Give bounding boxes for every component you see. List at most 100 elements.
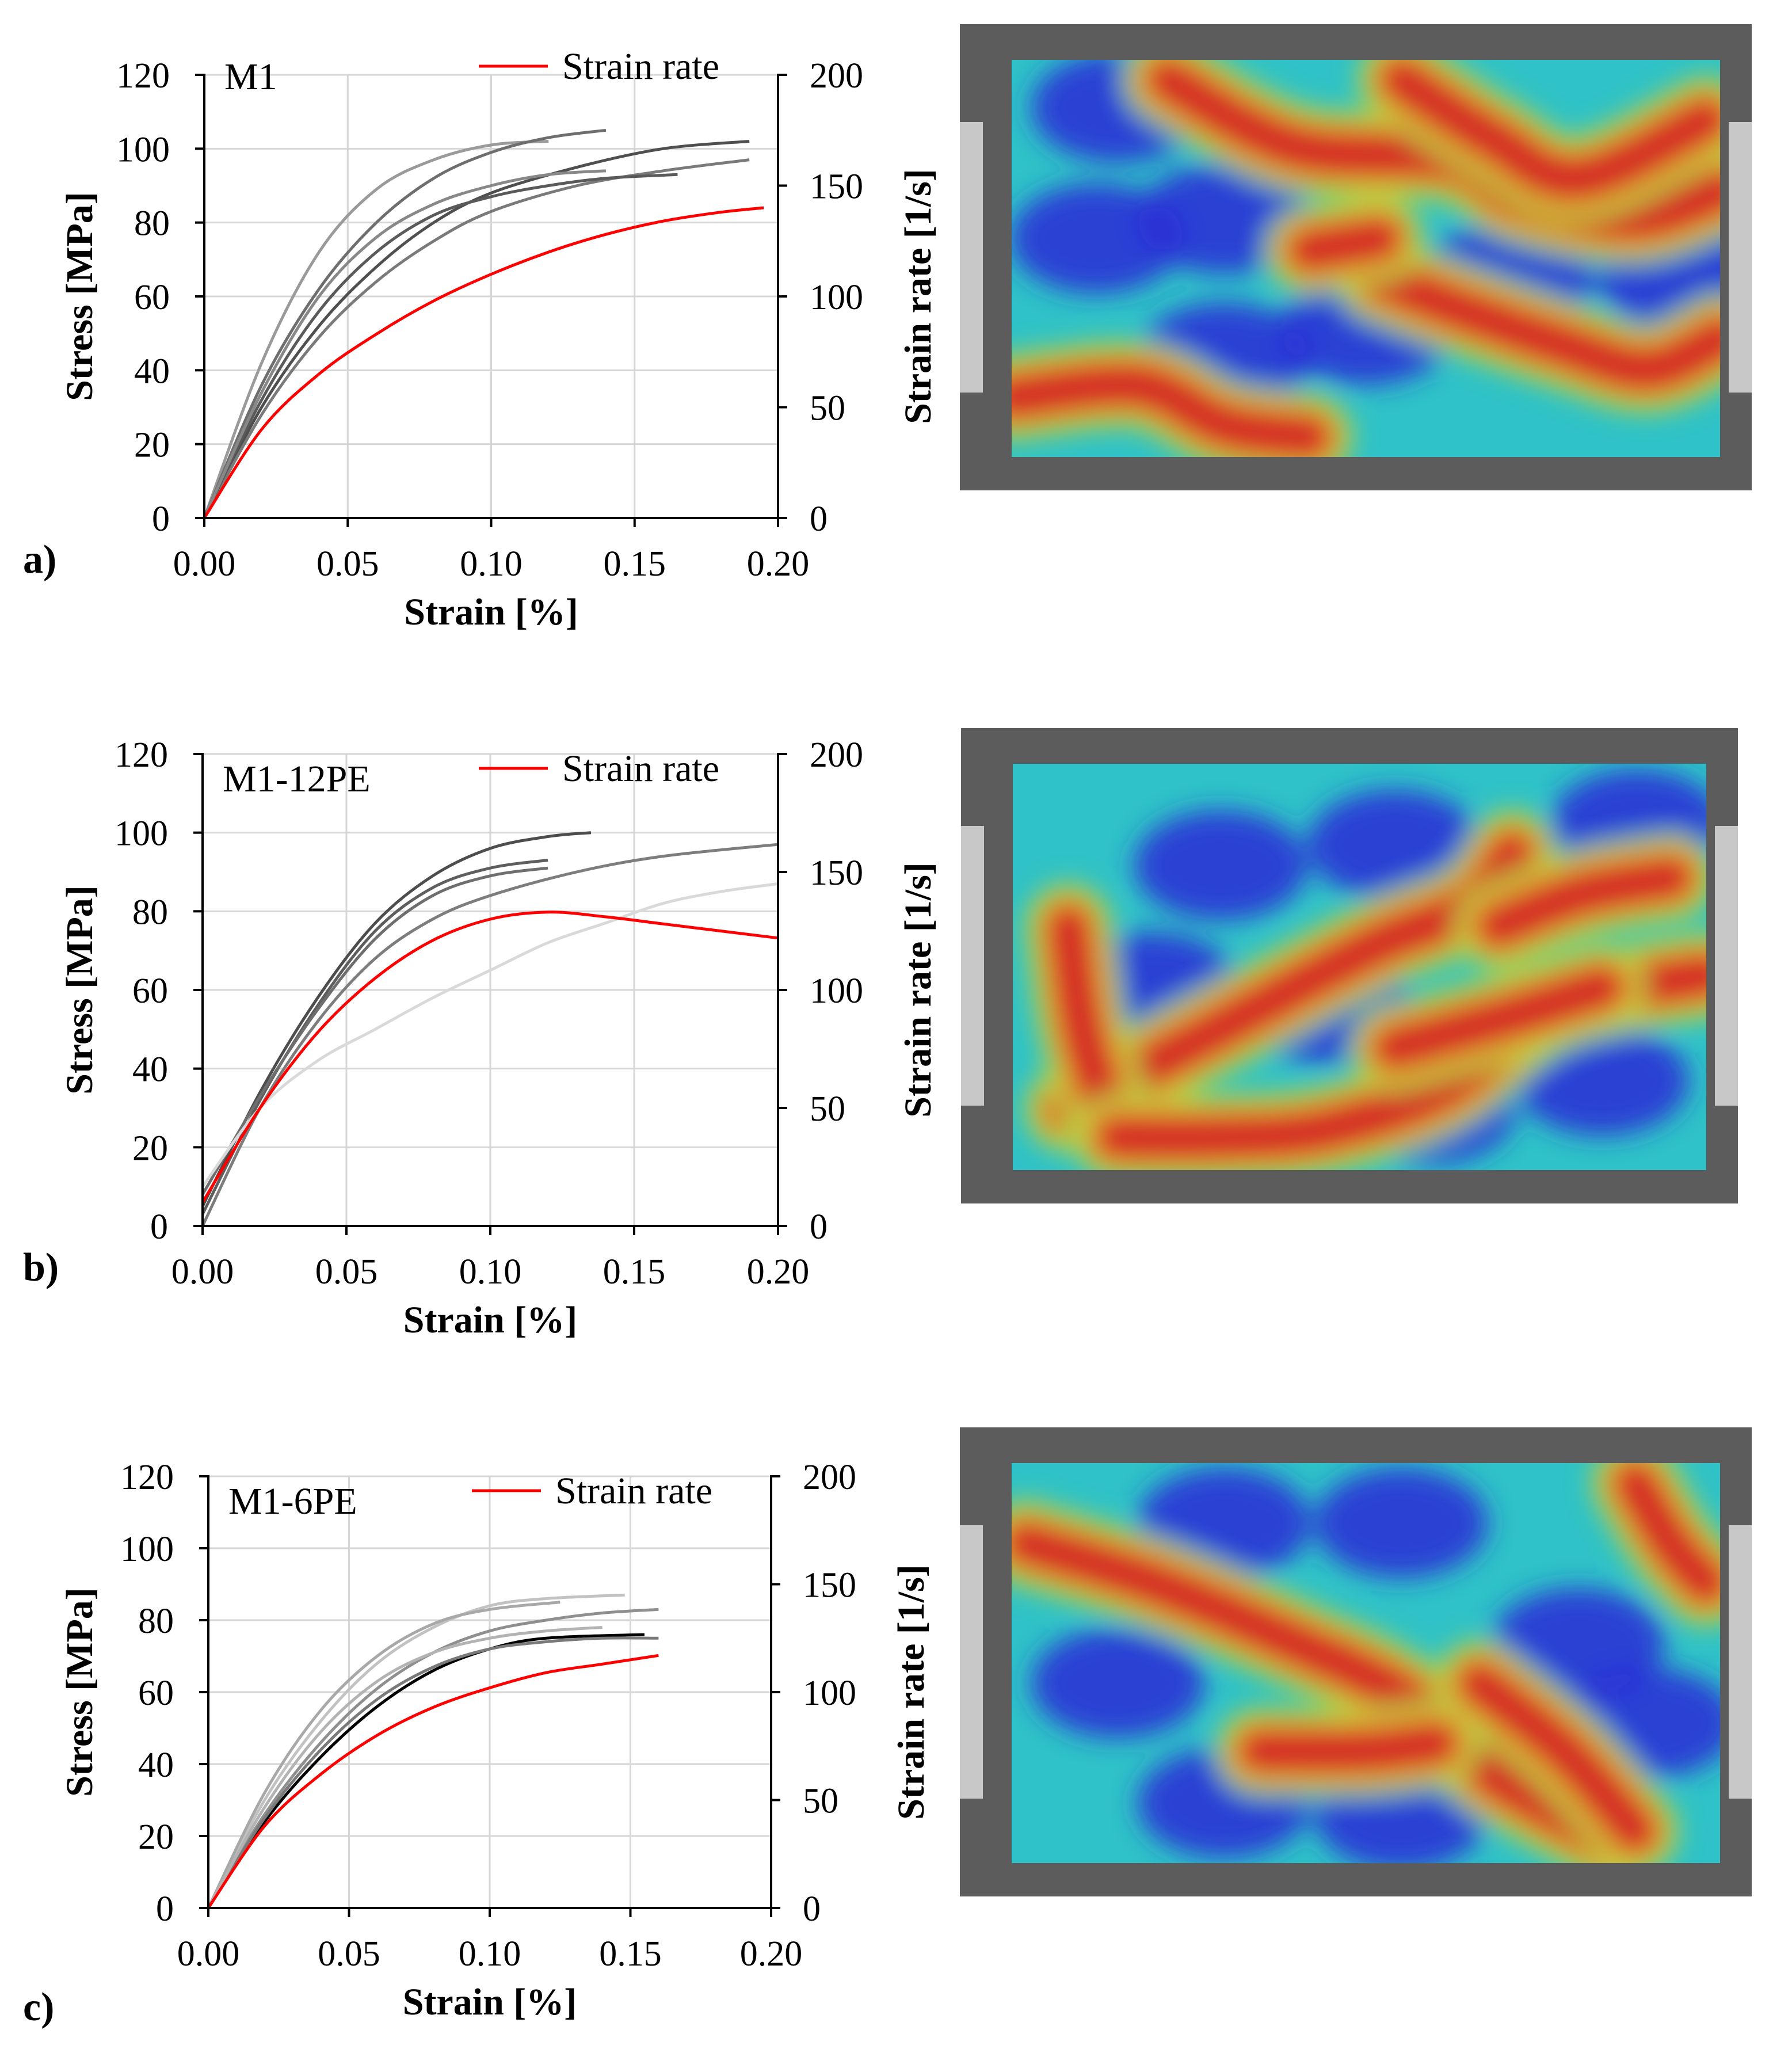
strain-rate-curve [201,911,779,1203]
y-tick-label: 80 [138,1602,174,1641]
high-strain-band [1236,1720,1460,1775]
platen-left [960,1525,983,1799]
x-tick-label: 0.20 [747,1252,810,1292]
stress-curve-specimen-2 [203,128,607,519]
high-strain-band [1378,60,1720,203]
legend-label: Strain rate [562,45,719,87]
high-strain-band [1371,964,1626,1072]
stress-curve-specimen-2 [201,859,548,1215]
y-tick-label: 60 [132,972,168,1011]
y-tick-label: 0 [152,500,170,539]
panel-label: c) [23,1985,54,2029]
x-tick-label: 0.15 [599,1934,662,1974]
chart-svg: 0 20 40 60 80 100 120 0 50 100 150 200 0.00 0.05 0.10 0… [23,1427,1752,2029]
strain-rate-curve [207,1654,659,1909]
y2-tick-label: 150 [810,167,863,207]
platen-right [1715,826,1738,1106]
x-tick-label: 0.20 [740,1934,803,1974]
y2-tick-label: 50 [810,389,845,428]
stress-curve-specimen-1 [201,831,592,1207]
y-tick-label: 0 [156,1890,174,1929]
high-strain-band [1012,1520,1637,1863]
legend-label: Strain rate [562,748,719,790]
platen-right [1729,122,1752,393]
y2-tick-label: 150 [810,854,863,893]
y-tick-label: 20 [134,426,170,465]
y2-tick-label: 150 [803,1566,856,1605]
specimen-title: M1-6PE [228,1480,357,1522]
stress-curve-specimen-3 [207,1608,659,1909]
chart-svg: 0 20 40 60 80 100 120 0 50 100 150 200 0.00 0.05 0.10 0… [23,728,1738,1341]
y-axis-title: Stress [MPa] [59,885,101,1095]
dic-strain-map [961,728,1738,1203]
y-tick-label: 40 [138,1746,174,1785]
stress-curve-specimen-4 [207,1633,645,1909]
x-axis-title: Strain [%] [404,591,578,633]
platen-left [960,122,983,393]
dic-strain-map [960,1427,1752,1896]
platen-right [1729,1525,1752,1799]
y2-tick-label: 50 [810,1090,845,1129]
x-tick-label: 0.15 [604,544,666,584]
low-strain-zone [1492,1588,1665,1698]
stress-curve-specimen-6 [207,1626,603,1909]
y2-tick-label: 200 [810,736,863,775]
y-tick-label: 80 [134,204,170,243]
low-strain-zone [1516,1026,1689,1136]
x-tick-label: 0.05 [317,544,379,584]
y2-tick-label: 0 [803,1890,821,1929]
panel-label: a) [23,538,56,582]
x-tick-label: 0.10 [460,544,523,584]
low-strain-zone [1134,810,1307,920]
y2-tick-label: 200 [810,56,863,96]
x-tick-label: 0.10 [459,1252,522,1292]
y-tick-label: 120 [115,736,168,775]
y-tick-label: 40 [132,1050,168,1090]
high-strain-band [1286,215,1404,274]
y2-tick-label: 100 [810,278,863,317]
strain-field [1012,60,1720,457]
stress-curve-specimen-5 [201,882,779,1188]
strain-rate-curve [203,206,764,519]
y2-axis-title: Strain rate [1/s] [890,1564,932,1820]
x-axis-title: Strain [%] [403,1299,577,1341]
y2-tick-label: 100 [810,972,863,1011]
legend-label: Strain rate [555,1470,712,1512]
stress-curve-specimen-5 [203,173,678,519]
y-tick-label: 120 [116,56,170,96]
field-contours [1012,60,1720,457]
panel-label: b) [23,1246,59,1290]
y2-tick-label: 50 [803,1782,838,1821]
y2-tick-label: 0 [810,500,828,539]
low-strain-zone [1031,1628,1204,1738]
y-axis-title: Stress [MPa] [59,192,101,401]
x-axis-title: Strain [%] [403,1981,577,2023]
x-tick-label: 0.00 [173,544,236,584]
stress-curve-specimen-5 [207,1636,659,1909]
chart-svg: 0 20 40 60 80 100 120 0 50 100 150 200 0.00 0.05 0.10 0… [23,24,1752,633]
y2-axis-title: Strain rate [1/s] [897,862,939,1118]
dic-strain-map [960,24,1752,490]
high-strain-band [1357,255,1720,393]
x-tick-label: 0.15 [603,1252,666,1292]
y-tick-label: 100 [116,130,170,169]
high-strain-band [1456,1660,1658,1854]
high-strain-band [1475,854,1695,950]
stress-curve-specimen-4 [203,158,750,519]
field-contours [1025,770,1706,1170]
stress-curve-specimen-3 [203,140,750,519]
low-strain-zone [1307,790,1481,900]
x-tick-label: 0.00 [171,1252,234,1292]
y-tick-label: 0 [150,1208,168,1247]
stress-curve-specimen-3 [201,866,548,1195]
platen-left [961,826,984,1106]
high-strain-band [1012,361,1332,457]
specimen-title: M1 [224,56,277,98]
y2-tick-label: 0 [810,1208,828,1247]
strain-field [1013,764,1706,1170]
y-tick-label: 20 [132,1129,168,1168]
y-tick-label: 120 [120,1458,174,1497]
specimen-title: M1-12PE [223,758,371,800]
y2-axis-title: Strain rate [1/s] [897,169,939,424]
x-tick-label: 0.20 [747,544,810,584]
